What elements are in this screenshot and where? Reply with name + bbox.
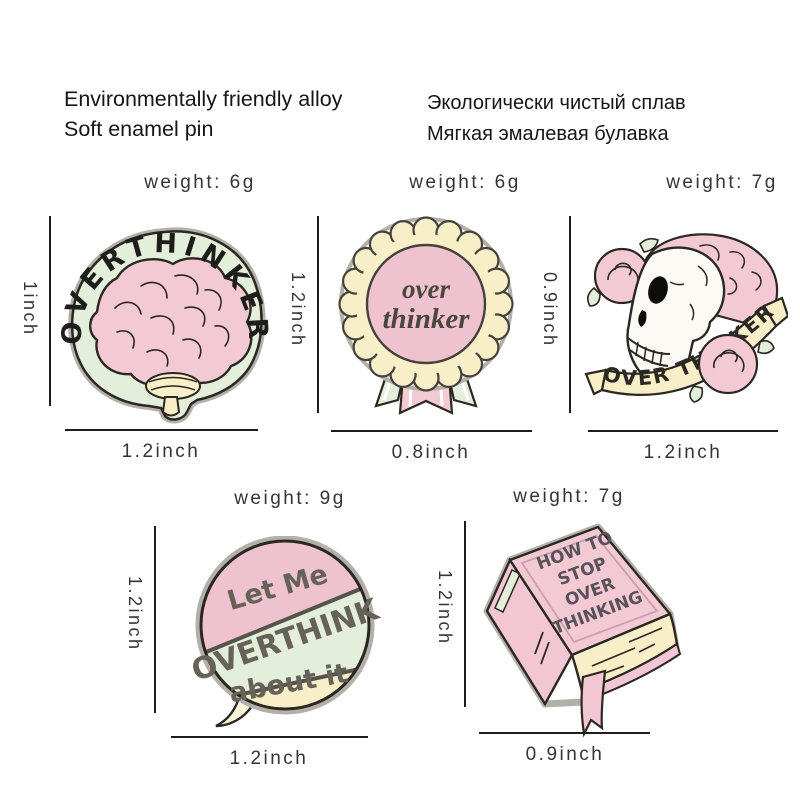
skull-pin-height-line (569, 216, 571, 413)
bubble-pin-height-label: 1.2inch (125, 576, 145, 652)
rosette-pin-art: over thinker (338, 216, 514, 415)
brain-pin-art: OVERTHINKER (56, 227, 268, 424)
bubble-band-green (201, 576, 369, 708)
cover-inner-border (520, 534, 659, 644)
header-english: Environmentally friendly alloy Soft enam… (64, 84, 342, 144)
book-pin-width-label: 0.9inch (525, 744, 605, 765)
brain-folds (114, 274, 230, 367)
rosette-text-line2: thinker (382, 303, 470, 335)
bubble-band-pink (201, 541, 369, 664)
header-en-line1: Environmentally friendly alloy (64, 87, 343, 111)
rosette-text-line1: over (402, 274, 450, 304)
cerebellum-lines (148, 376, 198, 391)
rosette-pin-height-label: 1.2inch (288, 272, 308, 348)
book-pin-height-label: 1.2inch (435, 570, 455, 646)
book-back-edge (580, 642, 682, 703)
skull-pin-width-line (588, 430, 778, 432)
brain-pin-width-label: 1.2inch (121, 441, 201, 462)
rosette-pin-width-line (331, 430, 532, 432)
teeth (627, 337, 671, 367)
skull-detail-lines (669, 265, 708, 321)
brain-pin-width-line (65, 429, 258, 431)
skull-pin-art: OVER THINKER (584, 233, 788, 403)
eye-socket (648, 276, 668, 304)
book-pin-width-line (479, 732, 650, 734)
bookmark-ribbon (580, 669, 607, 738)
bubble-pin-height-line (154, 526, 156, 713)
rosette-pin-width-label: 0.8inch (391, 442, 471, 463)
book-pin-art: HOW TO STOP OVER THINKING (483, 523, 682, 738)
rosette-pin-height-line (317, 216, 319, 413)
skull-pin-weight: weight: 7g (666, 172, 778, 193)
header-ru-line1: Экологически чистый сплав (427, 92, 686, 114)
bubble-pin-weight: weight: 9g (234, 488, 346, 509)
rosette-center (365, 243, 487, 365)
header-en-line2: Soft enamel pin (64, 117, 214, 141)
brain-stem-shape (161, 396, 181, 417)
bubble-metal-rim (195, 536, 375, 715)
bubble-pin-art: Let Me OVERTHINK about it (187, 536, 385, 728)
brain-pin-height-label: 1inch (20, 281, 40, 337)
brain-pin-height-line (49, 216, 51, 406)
bubble-outline (199, 539, 371, 711)
header-ru-line2: Мягкая эмалевая булавка (427, 123, 669, 145)
brain-pin-weight: weight: 6g (144, 172, 256, 193)
book-pin-height-line (464, 521, 466, 707)
rosette-pin-weight: weight: 6g (409, 172, 521, 193)
book-pin-weight: weight: 7g (513, 486, 625, 507)
spine-accent-lines (534, 631, 550, 665)
page-lines (591, 627, 663, 677)
bubble-pin-width-line (171, 736, 368, 738)
bubble-pin-width-label: 1.2inch (229, 748, 309, 769)
bubble-bands (201, 541, 369, 709)
header-russian: Экологически чистый сплав Мягкая эмалева… (427, 88, 686, 150)
bubble-band-yellow (201, 662, 369, 709)
skull-pin-height-label: 0.9inch (540, 272, 560, 348)
nose-socket (638, 310, 647, 327)
rose-bottom-right (689, 333, 775, 403)
skull-pin-width-label: 1.2inch (643, 442, 723, 463)
